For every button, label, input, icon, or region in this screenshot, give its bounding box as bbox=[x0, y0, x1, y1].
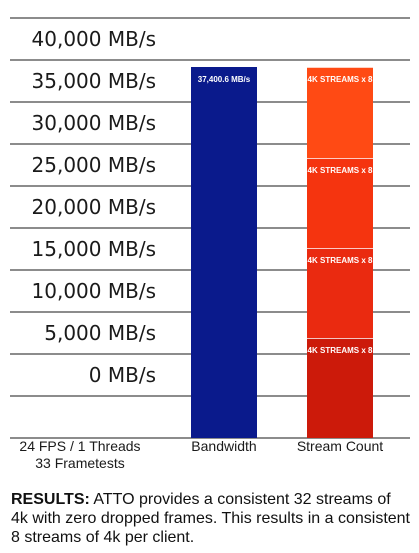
y-axis-tick-labels: 40,000 MB/s 35,000 MB/s 30,000 MB/s 25,000 … bbox=[32, 27, 156, 387]
stream-segment bbox=[307, 67, 373, 158]
y-tick-label: 15,000 MB/s bbox=[32, 237, 156, 261]
y-tick-label: 0 MB/s bbox=[89, 363, 156, 387]
y-tick-label: 35,000 MB/s bbox=[32, 69, 156, 93]
results-text: ATTO provides a consistent 32 streams of… bbox=[11, 491, 410, 546]
bars: 37,400.6 MB/s 4K STREAMS x 8 4K STREAMS x … bbox=[191, 66, 373, 438]
stream-segment bbox=[307, 338, 373, 438]
x-axis-label: Stream Count bbox=[297, 438, 383, 454]
stream-segment bbox=[307, 158, 373, 248]
stream-segment-label: 4K STREAMS x 8 bbox=[308, 75, 373, 84]
results-caption: RESULTS: ATTO provides a consistent 32 s… bbox=[11, 490, 411, 547]
y-tick-label: 5,000 MB/s bbox=[44, 321, 156, 345]
results-prefix: RESULTS: bbox=[11, 491, 90, 508]
y-tick-label: 40,000 MB/s bbox=[32, 27, 156, 51]
bar-bandwidth-label: 37,400.6 MB/s bbox=[198, 75, 251, 84]
x-axis-label: 33 Frametests bbox=[35, 455, 124, 470]
stream-segment-label: 4K STREAMS x 8 bbox=[308, 346, 373, 355]
chart: 40,000 MB/s 35,000 MB/s 30,000 MB/s 25,000 … bbox=[10, 17, 410, 470]
stream-segment-label: 4K STREAMS x 8 bbox=[308, 166, 373, 175]
bar-bandwidth bbox=[191, 67, 257, 438]
x-axis-label: Bandwidth bbox=[191, 438, 256, 454]
y-tick-label: 20,000 MB/s bbox=[32, 195, 156, 219]
y-tick-label: 25,000 MB/s bbox=[32, 153, 156, 177]
x-axis-label: 24 FPS / 1 Threads bbox=[19, 438, 140, 454]
stream-segment-label: 4K STREAMS x 8 bbox=[308, 256, 373, 265]
stream-segment bbox=[307, 248, 373, 338]
y-tick-label: 10,000 MB/s bbox=[32, 279, 156, 303]
y-tick-label: 30,000 MB/s bbox=[32, 111, 156, 135]
